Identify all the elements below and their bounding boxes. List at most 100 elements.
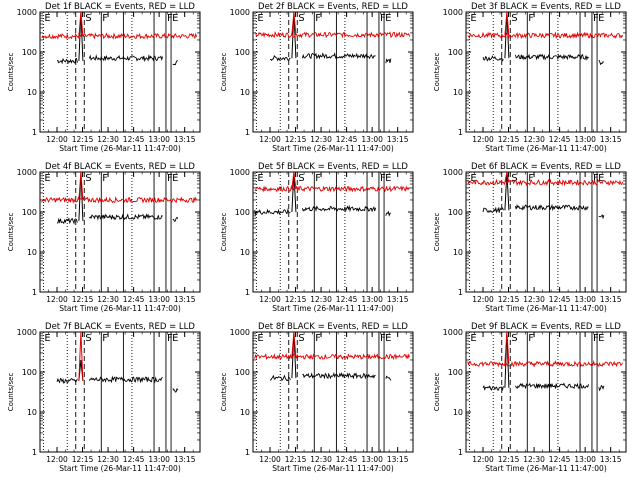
y-tick-label: 1000 <box>17 168 37 177</box>
plot-title: Det 8f BLACK = Events, RED = LLD <box>258 322 408 332</box>
time-marker-label: S <box>298 173 304 184</box>
time-marker-label: F <box>528 13 534 24</box>
y-tick-label: 1 <box>458 448 463 457</box>
panel-det-3: Det 3f BLACK = Events, RED = LLD Counts/s… <box>433 2 627 153</box>
events-series-line <box>172 60 178 66</box>
y-axis-label: Counts/sec <box>7 53 15 92</box>
x-tick-label: 12:45 <box>123 455 145 464</box>
x-tick-label: 13:00 <box>361 135 383 144</box>
time-marker-label: E <box>385 13 391 24</box>
y-tick-label: 1000 <box>443 328 463 337</box>
x-tick-label: 12:30 <box>310 455 332 464</box>
x-tick-label: 13:00 <box>148 295 170 304</box>
x-tick-label: 12:15 <box>72 135 94 144</box>
y-tick-label: 100 <box>448 208 463 217</box>
x-tick-label: 12:00 <box>472 135 494 144</box>
x-axis-label: Start Time (26-Mar-11 11:47:00) <box>485 304 607 313</box>
y-tick-label: 10 <box>240 408 250 417</box>
time-marker-label: F <box>593 173 599 184</box>
y-tick-label: 1000 <box>443 168 463 177</box>
plot-frame <box>252 171 414 293</box>
x-tick-label: 12:30 <box>97 295 119 304</box>
x-tick-label: 12:45 <box>549 135 571 144</box>
x-tick-label: 13:15 <box>174 455 196 464</box>
y-axis-label: Counts/sec <box>220 53 228 92</box>
events-series-line <box>270 55 291 62</box>
time-marker-label: E <box>172 13 178 24</box>
time-marker-label: E <box>385 173 391 184</box>
lld-series-spike <box>78 11 84 37</box>
panel-det-5: Det 5f BLACK = Events, RED = LLD Counts/s… <box>220 162 414 313</box>
y-tick-label: 100 <box>448 368 463 377</box>
x-axis-label: Start Time (26-Mar-11 11:47:00) <box>59 304 181 313</box>
y-tick-label: 10 <box>27 248 37 257</box>
events-series-line <box>598 214 605 220</box>
time-marker-label: F <box>593 333 599 344</box>
y-axis-label: Counts/sec <box>433 373 441 412</box>
lld-series-spike <box>504 331 510 364</box>
panel-det-9: Det 9f BLACK = Events, RED = LLD Counts/s… <box>433 322 627 473</box>
x-tick-label: 13:15 <box>600 135 622 144</box>
x-tick-label: 13:00 <box>148 135 170 144</box>
events-series-line <box>56 217 78 225</box>
time-marker-label: S <box>511 333 517 344</box>
y-tick-label: 1 <box>32 128 37 137</box>
plot-frame <box>252 331 414 453</box>
events-series-line <box>514 53 589 61</box>
plot-frame <box>252 11 414 133</box>
y-axis-label: Counts/sec <box>220 213 228 252</box>
events-series-spike <box>291 171 297 213</box>
time-marker-label: E <box>257 173 263 184</box>
x-tick-label: 12:00 <box>259 295 281 304</box>
y-tick-label: 100 <box>448 48 463 57</box>
x-tick-label: 12:30 <box>523 295 545 304</box>
y-tick-label: 1 <box>32 448 37 457</box>
x-axis-label: Start Time (26-Mar-11 11:47:00) <box>59 464 181 473</box>
x-tick-label: 13:15 <box>600 295 622 304</box>
x-axis-label: Start Time (26-Mar-11 11:47:00) <box>272 464 394 473</box>
y-tick-label: 1 <box>245 448 250 457</box>
y-tick-label: 100 <box>235 48 250 57</box>
time-marker-label: E <box>44 333 50 344</box>
x-tick-label: 12:30 <box>97 455 119 464</box>
events-series-line <box>56 57 78 65</box>
x-tick-label: 12:45 <box>123 295 145 304</box>
x-tick-label: 12:30 <box>310 135 332 144</box>
plot-frame <box>39 171 201 293</box>
x-tick-label: 12:15 <box>498 135 520 144</box>
plot-title: Det 7f BLACK = Events, RED = LLD <box>45 322 195 332</box>
events-series-line <box>89 213 163 221</box>
y-tick-label: 100 <box>235 208 250 217</box>
time-marker-label: E <box>257 333 263 344</box>
events-series-line <box>301 52 376 60</box>
time-marker-label: F <box>102 333 108 344</box>
y-axis-label: Counts/sec <box>433 213 441 252</box>
events-series-line <box>301 204 377 213</box>
y-tick-label: 10 <box>240 248 250 257</box>
time-marker-label: F <box>528 173 534 184</box>
time-marker-label: E <box>470 173 476 184</box>
plot-title: Det 5f BLACK = Events, RED = LLD <box>258 162 408 172</box>
x-tick-label: 12:45 <box>336 135 358 144</box>
lld-series-line <box>41 32 198 40</box>
lld-series-spike <box>78 171 84 201</box>
time-marker-label: F <box>102 173 108 184</box>
x-tick-label: 12:00 <box>46 295 68 304</box>
time-marker-label: F <box>315 333 321 344</box>
time-marker-label: S <box>298 333 304 344</box>
events-series-line <box>482 384 504 392</box>
time-marker-label: F <box>593 13 599 24</box>
plot-frame <box>465 171 627 293</box>
x-tick-label: 13:15 <box>174 295 196 304</box>
y-tick-label: 10 <box>453 88 463 97</box>
lld-series-spike <box>291 171 297 189</box>
plot-title: Det 1f BLACK = Events, RED = LLD <box>45 2 195 12</box>
y-tick-label: 10 <box>453 248 463 257</box>
x-tick-label: 12:45 <box>549 295 571 304</box>
x-tick-label: 12:00 <box>472 295 494 304</box>
y-tick-label: 100 <box>22 208 37 217</box>
y-axis-label: Counts/sec <box>7 373 15 412</box>
x-tick-label: 12:30 <box>310 295 332 304</box>
events-series-line <box>385 210 391 217</box>
